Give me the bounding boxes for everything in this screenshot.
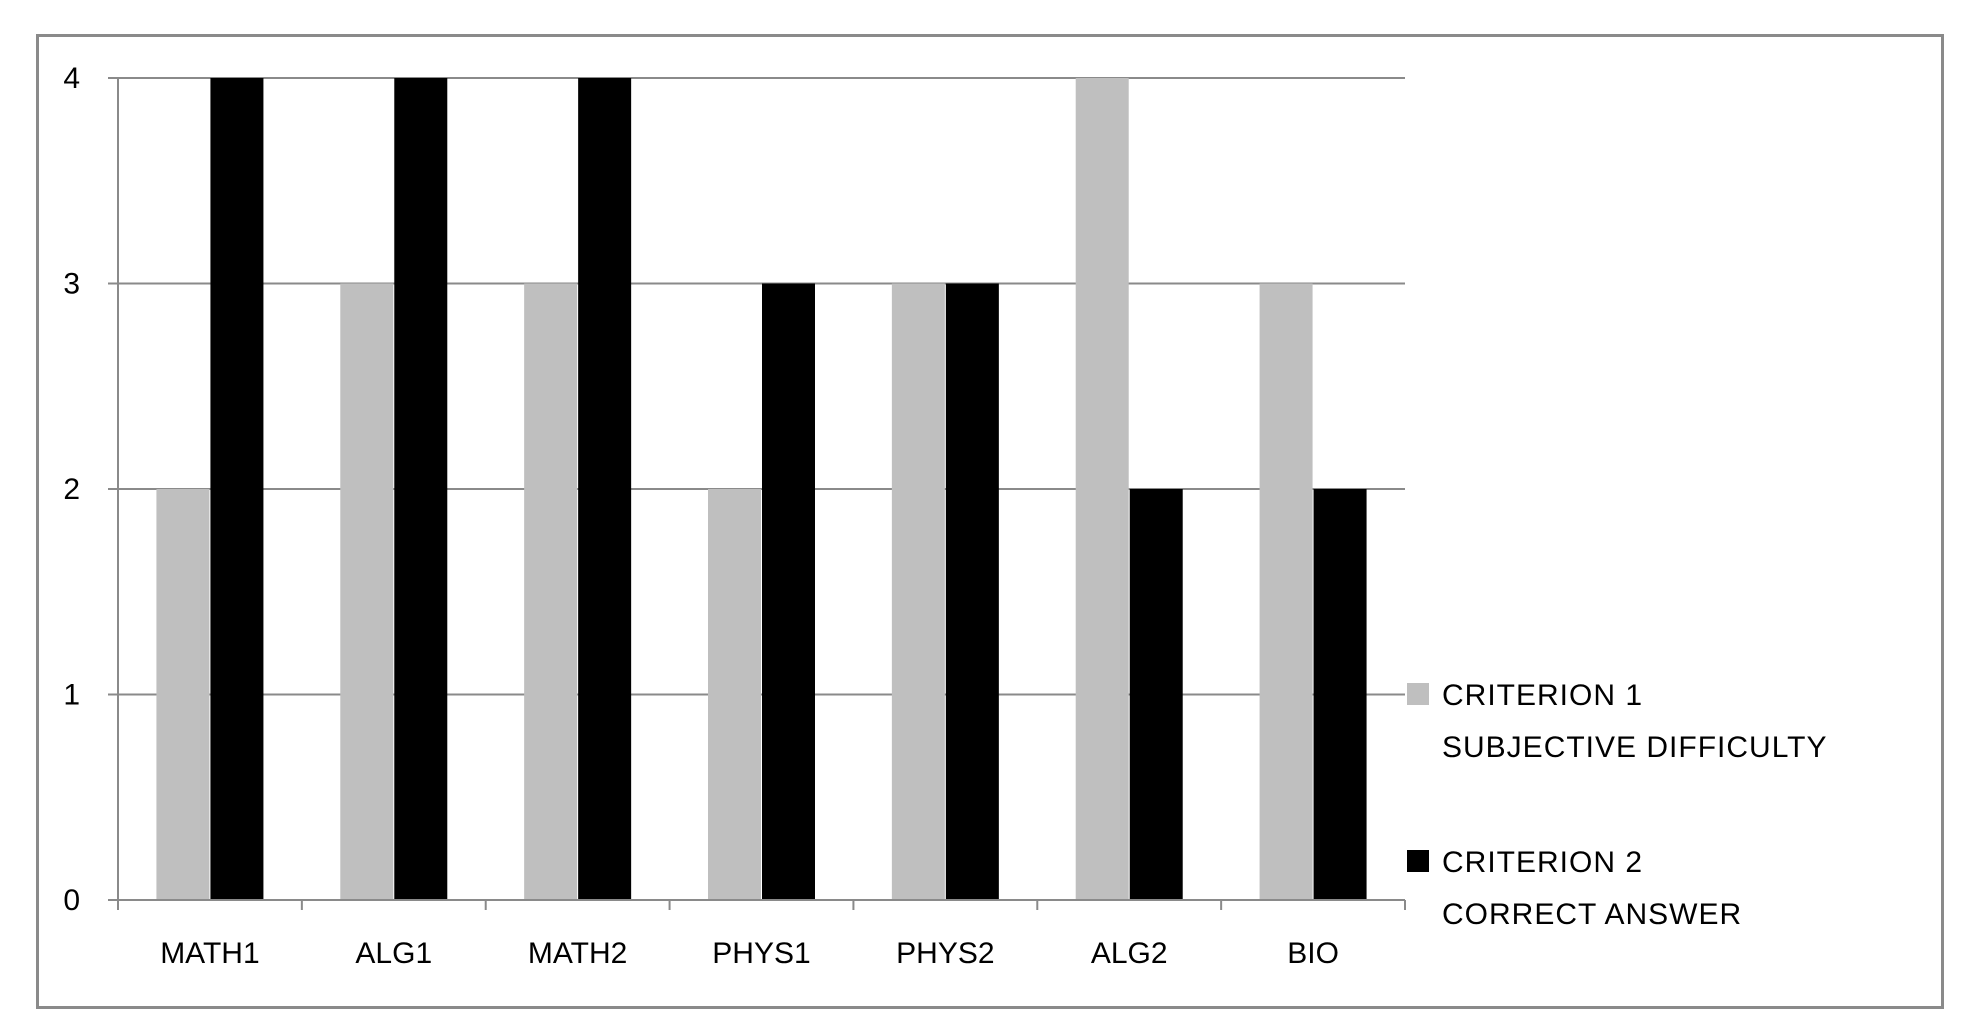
- bar-1-alg2: [1075, 78, 1129, 900]
- y-tick-label: 1: [63, 679, 80, 712]
- y-tick-label: 0: [63, 884, 80, 917]
- bar-1-phys1: [708, 489, 761, 900]
- bar-1-bio: [1259, 283, 1313, 900]
- legend-label-1: CRITERION 1: [1442, 679, 1643, 712]
- bar-2-math2: [578, 78, 632, 900]
- x-tick-label: PHYS2: [896, 937, 994, 970]
- bar-1-math2: [524, 283, 578, 900]
- bar-2-alg1: [394, 78, 448, 900]
- bar-2-alg2: [1129, 489, 1183, 900]
- legend-label-2: CRITERION 2: [1442, 846, 1643, 879]
- bar-1-math1: [156, 489, 210, 900]
- bar-2-bio: [1313, 489, 1367, 900]
- y-ticks: 0 1 2 3 4: [63, 62, 118, 917]
- y-tick-label: 4: [63, 62, 80, 95]
- bar-1-alg1: [340, 283, 394, 900]
- x-tick-label: ALG2: [1091, 937, 1168, 970]
- x-tick-label: PHYS1: [712, 937, 810, 970]
- bar-2-phys2: [945, 283, 999, 900]
- legend-swatch-1: [1407, 683, 1429, 705]
- legend-label-1: SUBJECTIVE DIFFICULTY: [1442, 731, 1827, 764]
- legend-label-2: CORRECT ANSWER: [1442, 898, 1742, 931]
- bar-1-phys2: [891, 283, 945, 900]
- x-tick-label: MATH2: [528, 937, 627, 970]
- x-ticks: MATH1 ALG1 MATH2 PHYS1 PHYS2 ALG2 BIO: [117, 900, 1406, 970]
- bar-2-phys1: [762, 283, 815, 900]
- legend-swatch-2: [1407, 850, 1429, 872]
- x-tick-label: BIO: [1287, 937, 1339, 970]
- bars: [156, 78, 1367, 900]
- legend: CRITERION 1 SUBJECTIVE DIFFICULTY CRITERIO…: [1407, 679, 1827, 931]
- y-tick-label: 2: [63, 473, 80, 506]
- gridlines: [118, 77, 1405, 696]
- y-tick-label: 3: [63, 268, 80, 301]
- x-tick-label: MATH1: [160, 937, 259, 970]
- x-tick-label: ALG1: [355, 937, 432, 970]
- bar-2-math1: [210, 78, 264, 900]
